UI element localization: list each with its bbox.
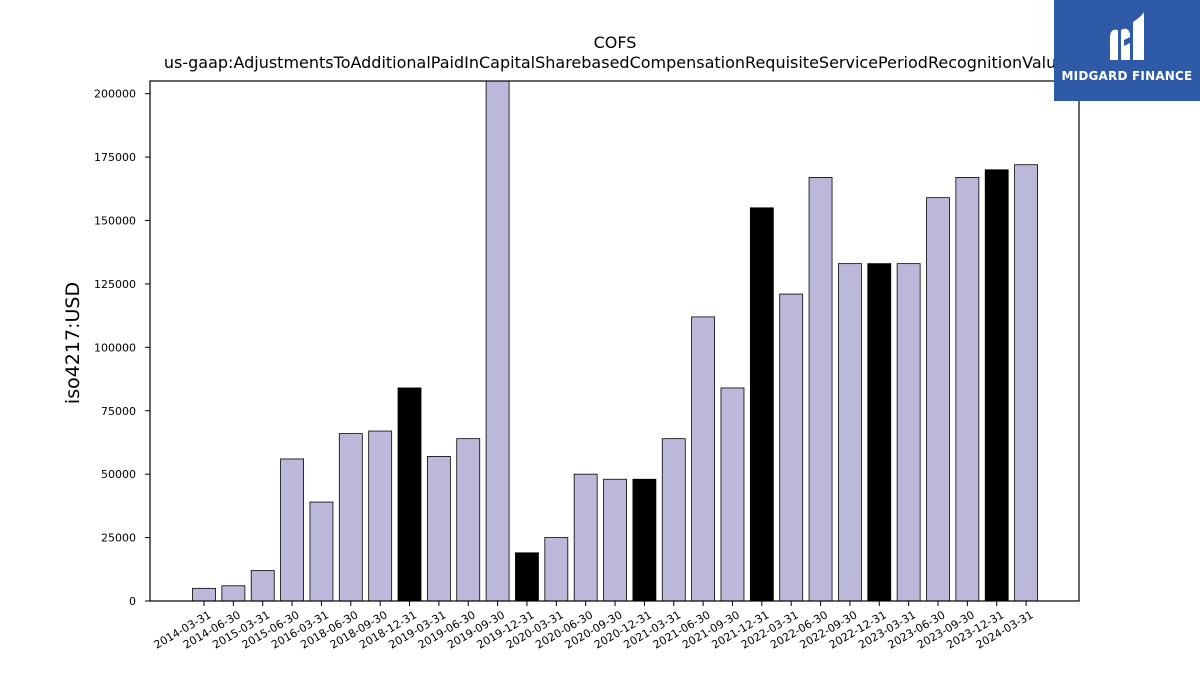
bar-2022-06-30 [808,176,833,602]
bar-2014-03-31 [192,587,216,602]
bar-2023-12-31 [984,169,1009,602]
y-tick-label: 125000 [94,278,136,291]
bar-2019-06-30 [456,438,481,602]
bar-2019-09-30 [485,80,510,602]
bar-2020-06-30 [573,473,598,602]
bar-2018-12-31 [397,387,422,602]
chart-subtitle: us-gaap:AdjustmentsToAdditionalPaidInCap… [164,53,1066,72]
bar-2021-12-31 [749,207,774,602]
y-tick-label: 0 [129,595,136,608]
bar-2019-12-31 [515,552,539,602]
y-tick-label: 150000 [94,215,136,228]
bar-2018-09-30 [368,430,393,602]
bar-2023-06-30 [926,197,950,602]
y-tick-label: 75000 [101,405,136,418]
bar-2020-03-31 [544,537,569,602]
bar-2021-03-31 [661,438,686,602]
y-tick-label: 175000 [94,151,136,164]
y-axis-label: iso4217:USD [62,282,84,404]
y-tick-label: 100000 [94,341,136,354]
plot-area: 0 25000 50000 75000 100000 125000 150000 175000… [94,80,1038,652]
bar-2022-12-31 [867,263,892,602]
bar-2019-03-31 [426,456,451,602]
bar-2022-09-30 [838,263,862,602]
chart-title: COFS [594,33,637,52]
bar-2020-09-30 [603,478,627,602]
y-tick-label: 50000 [101,468,136,481]
bar-2015-03-31 [250,570,275,602]
y-tick-label: 200000 [94,88,136,101]
midgard-finance-logo: MIDGARD FINANCE [1054,0,1200,101]
bar-2018-06-30 [338,433,363,602]
bar-2016-03-31 [309,501,334,602]
bar-2021-09-30 [720,387,745,602]
logo-text: MIDGARD FINANCE [1061,69,1193,83]
midgard-logo-icon [1110,12,1144,60]
bar-2014-06-30 [221,585,246,602]
y-tick-label: 25000 [101,532,136,545]
bar-2023-09-30 [955,176,980,602]
bar-2020-12-31 [632,478,657,602]
plot-frame [149,80,1080,602]
bar-2023-03-31 [896,263,921,602]
bar-2022-03-31 [779,293,804,602]
bar-2021-06-30 [691,316,716,602]
bar-2015-06-30 [280,458,304,602]
bar-2024-03-31 [1014,164,1038,602]
